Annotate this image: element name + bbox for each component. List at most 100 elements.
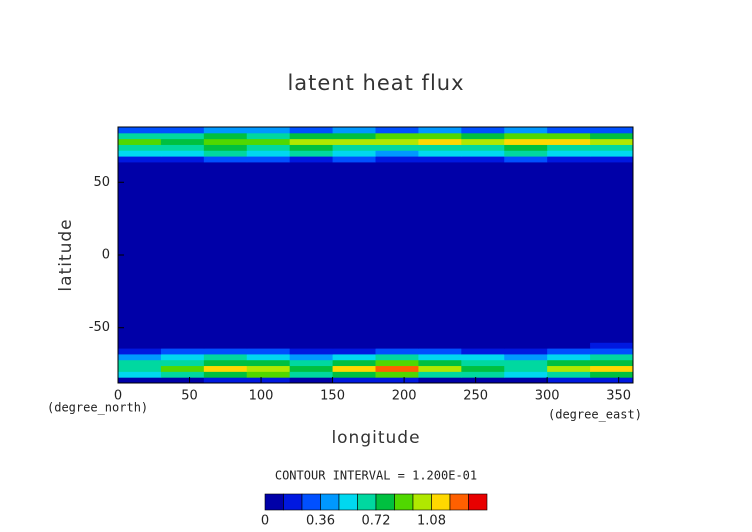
field-cell bbox=[504, 371, 548, 378]
field-cell bbox=[461, 138, 505, 145]
field-cell bbox=[547, 144, 591, 151]
field-cell bbox=[590, 353, 634, 361]
field-cell bbox=[160, 150, 205, 157]
field-cell bbox=[418, 132, 462, 140]
field-cell bbox=[289, 127, 334, 134]
colorbar-swatch bbox=[264, 493, 284, 511]
field-cell bbox=[118, 144, 162, 151]
colorbar-swatch bbox=[301, 493, 321, 511]
field-cell bbox=[332, 156, 376, 163]
field-cell bbox=[203, 127, 248, 134]
field-cell bbox=[289, 161, 334, 169]
field-cell bbox=[375, 127, 419, 134]
field-cell bbox=[160, 342, 205, 349]
field-cell bbox=[203, 144, 248, 151]
field-cell bbox=[418, 144, 462, 151]
x-tick-label: 0 bbox=[114, 389, 122, 404]
field-cell bbox=[203, 365, 248, 372]
field-cell bbox=[246, 348, 291, 355]
field-cell bbox=[590, 156, 634, 163]
field-cell bbox=[203, 353, 248, 361]
field-cell bbox=[160, 132, 205, 140]
field-cell bbox=[504, 359, 548, 367]
field-cell bbox=[590, 371, 634, 378]
field-cell bbox=[547, 161, 591, 169]
field-cell bbox=[418, 127, 462, 134]
field-cell bbox=[160, 167, 205, 343]
field-cell bbox=[118, 348, 162, 355]
field-cell bbox=[118, 353, 162, 361]
field-cell bbox=[203, 161, 248, 169]
field-cell bbox=[547, 156, 591, 163]
field-cell bbox=[246, 144, 291, 151]
field-cell bbox=[547, 359, 591, 367]
field-cell bbox=[289, 371, 334, 378]
field-cell bbox=[375, 371, 419, 378]
colorbar-swatch bbox=[412, 493, 432, 511]
field-cell bbox=[203, 371, 248, 378]
field-cell bbox=[246, 138, 291, 145]
field-cell bbox=[246, 161, 291, 169]
field-cell bbox=[332, 365, 376, 372]
field-cell bbox=[590, 161, 634, 169]
field-cell bbox=[418, 161, 462, 169]
field-cell bbox=[203, 377, 248, 384]
x-tick-label: 50 bbox=[181, 389, 198, 404]
field-cell bbox=[547, 353, 591, 361]
field-cell bbox=[418, 377, 462, 384]
colorbar-swatch bbox=[394, 493, 414, 511]
field-cell bbox=[118, 365, 162, 372]
field-cell bbox=[246, 377, 291, 384]
field-cell bbox=[289, 359, 334, 367]
field-cell bbox=[118, 138, 162, 145]
field-cell bbox=[504, 127, 548, 134]
field-cell bbox=[461, 353, 505, 361]
field-cell bbox=[246, 156, 291, 163]
field-cell bbox=[547, 348, 591, 355]
field-cell bbox=[332, 353, 376, 361]
field-cell bbox=[590, 144, 634, 151]
field-cell bbox=[289, 150, 334, 157]
field-cell bbox=[504, 377, 548, 384]
x-axis-label: longitude bbox=[331, 428, 420, 448]
field-cell bbox=[590, 127, 634, 134]
field-cell bbox=[375, 150, 419, 157]
field-cell bbox=[118, 342, 162, 349]
field-cell bbox=[461, 359, 505, 367]
field-cell bbox=[504, 132, 548, 140]
field-cell bbox=[590, 365, 634, 372]
field-cell bbox=[332, 144, 376, 151]
field-cell bbox=[332, 371, 376, 378]
field-cell bbox=[461, 167, 505, 343]
field-cell bbox=[375, 167, 419, 343]
field-cell bbox=[461, 377, 505, 384]
field-cell bbox=[375, 342, 419, 349]
field-cell bbox=[547, 132, 591, 140]
field-cell bbox=[504, 348, 548, 355]
field-cell bbox=[547, 150, 591, 157]
field-cell bbox=[289, 132, 334, 140]
field-cell bbox=[118, 127, 162, 134]
field-cell bbox=[203, 156, 248, 163]
field-cell bbox=[375, 138, 419, 145]
field-cell bbox=[461, 342, 505, 349]
field-cell bbox=[332, 138, 376, 145]
field-cell bbox=[590, 342, 634, 349]
y-axis-label: latitude bbox=[56, 218, 76, 291]
x-unit-label: (degree_east) bbox=[548, 408, 642, 422]
field-cell bbox=[375, 353, 419, 361]
field-cell bbox=[590, 138, 634, 145]
field-cell bbox=[160, 127, 205, 134]
x-tick-label: 200 bbox=[392, 389, 417, 404]
field-cell bbox=[160, 144, 205, 151]
field-cell bbox=[289, 144, 334, 151]
y-unit-label: (degree_north) bbox=[47, 401, 148, 415]
field-cell bbox=[590, 132, 634, 140]
field-cell bbox=[203, 138, 248, 145]
field-cell bbox=[504, 156, 548, 163]
field-cell bbox=[547, 377, 591, 384]
colorbar-swatch bbox=[320, 493, 340, 511]
field-cell bbox=[504, 161, 548, 169]
field-cell bbox=[504, 144, 548, 151]
